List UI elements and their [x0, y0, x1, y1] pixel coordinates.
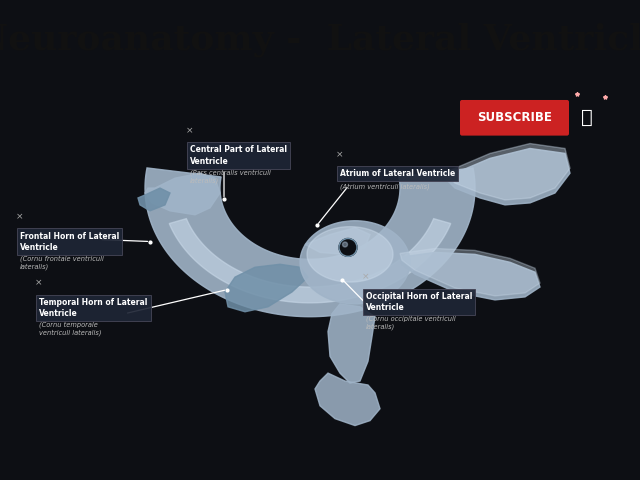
Text: ×: × [35, 279, 43, 288]
Text: 🔔: 🔔 [581, 108, 593, 127]
Text: (Cornu occipitale ventriculi
lateralis): (Cornu occipitale ventriculi lateralis) [365, 315, 455, 330]
Text: ×: × [16, 213, 24, 222]
Polygon shape [145, 168, 475, 317]
Polygon shape [305, 228, 370, 254]
Polygon shape [225, 264, 308, 312]
Text: Temporal Horn of Lateral
Ventricle: Temporal Horn of Lateral Ventricle [39, 298, 148, 318]
Text: Central Part of Lateral
Ventricle: Central Part of Lateral Ventricle [189, 145, 287, 166]
Text: Atrium of Lateral Ventricle: Atrium of Lateral Ventricle [340, 169, 455, 179]
Text: ×: × [362, 273, 369, 282]
Polygon shape [145, 173, 220, 215]
Polygon shape [445, 144, 570, 200]
Polygon shape [169, 219, 451, 303]
Polygon shape [445, 148, 570, 205]
FancyBboxPatch shape [460, 100, 569, 136]
Text: ×: × [186, 126, 193, 135]
Text: Neuroanatomy -  Lateral Ventricle: Neuroanatomy - Lateral Ventricle [0, 23, 640, 57]
Text: (Cornu frontale ventriculi
lateralis): (Cornu frontale ventriculi lateralis) [20, 255, 104, 270]
Text: (Atrium ventriculi lateralis): (Atrium ventriculi lateralis) [340, 184, 429, 191]
Polygon shape [138, 188, 170, 211]
Text: ×: × [336, 151, 344, 159]
Text: (Cornu temporale
ventriculi lateralis): (Cornu temporale ventriculi lateralis) [39, 322, 102, 336]
Circle shape [342, 242, 348, 247]
Polygon shape [315, 373, 380, 426]
Polygon shape [400, 249, 540, 296]
Polygon shape [400, 252, 540, 300]
Text: (Pars centralis ventriculi
lateralis): (Pars centralis ventriculi lateralis) [189, 169, 271, 184]
Text: Occipital Horn of Lateral
Ventricle: Occipital Horn of Lateral Ventricle [365, 292, 472, 312]
Text: SUBSCRIBE: SUBSCRIBE [477, 111, 552, 124]
Text: Frontal Horn of Lateral
Ventricle: Frontal Horn of Lateral Ventricle [20, 231, 119, 252]
Circle shape [339, 239, 357, 256]
Polygon shape [300, 221, 410, 304]
Polygon shape [328, 304, 375, 383]
Polygon shape [307, 227, 393, 282]
